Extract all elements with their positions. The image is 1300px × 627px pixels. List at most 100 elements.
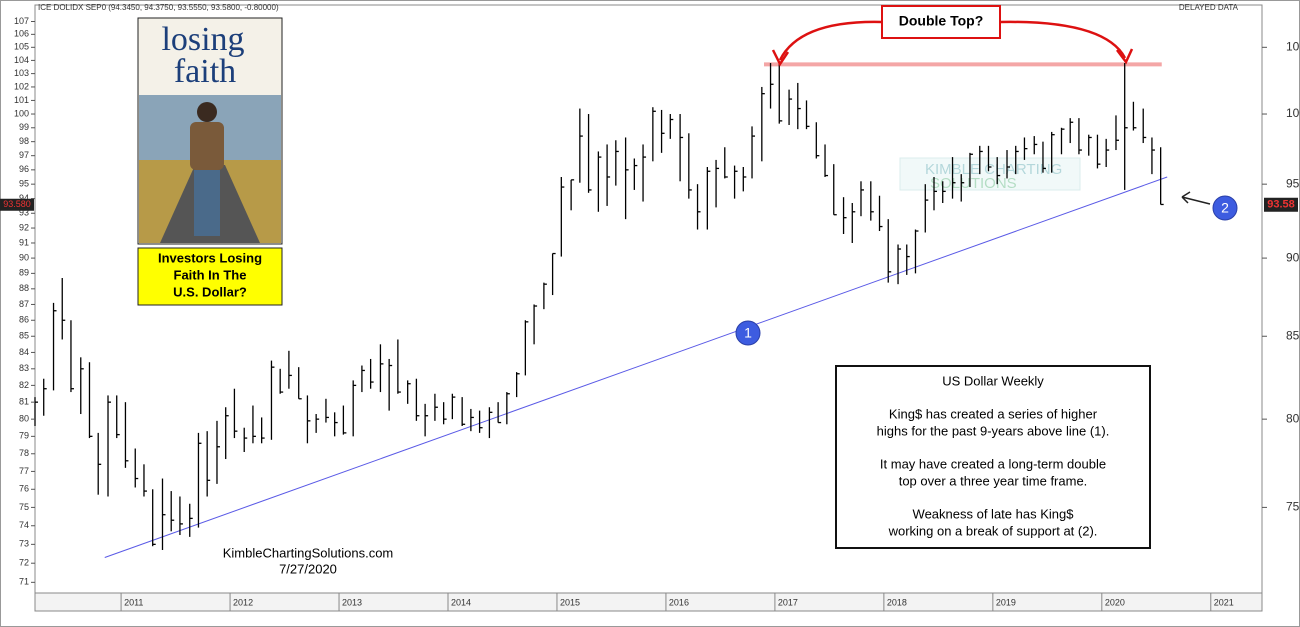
book-title: faith xyxy=(174,53,236,90)
figure-legs xyxy=(194,170,220,236)
text-box xyxy=(835,365,1151,549)
x-tick-label: 2016 xyxy=(669,597,689,607)
y2-tick-label: 86 xyxy=(19,315,29,325)
y2-tick-label: 72 xyxy=(19,558,29,568)
y2-tick-label: 74 xyxy=(19,520,29,530)
site: KimbleChartingSolutions.com xyxy=(223,545,394,560)
callout-box xyxy=(881,5,1001,39)
y2-tick-label: 76 xyxy=(19,484,29,494)
x-tick-label: 2017 xyxy=(778,597,798,607)
y2-tick-label: 93 xyxy=(19,208,29,218)
figure-head xyxy=(197,102,217,122)
watermark: KIMBLE CHARTING SOLUTIONS xyxy=(899,157,1081,192)
y2-tick-label: 81 xyxy=(19,397,29,407)
marker-arrow xyxy=(1181,191,1211,205)
x-tick-label: 2019 xyxy=(996,597,1016,607)
callout-arrow xyxy=(999,20,1127,59)
x-axis-bar xyxy=(34,592,1263,612)
last-tag xyxy=(0,198,34,211)
y2-tick-label: 98 xyxy=(19,136,29,146)
y2-tick-label: 87 xyxy=(19,299,29,309)
y2-tick-label: 82 xyxy=(19,380,29,390)
box-line: It may have created a long-term double xyxy=(880,456,1106,471)
marker-label: 1 xyxy=(744,325,752,341)
y2-tick-label: 94 xyxy=(19,193,29,203)
y2-tick-label: 97 xyxy=(19,150,29,160)
x-tick-label: 2014 xyxy=(451,597,471,607)
marker-label: 2 xyxy=(1221,200,1229,216)
y-tick-label: 85 xyxy=(1286,328,1300,342)
x-tick-label: 2011 xyxy=(124,597,143,607)
x-tick-label: 2020 xyxy=(1105,597,1125,607)
y2-tick-label: 104 xyxy=(14,55,29,65)
book-cover: losing faith xyxy=(137,17,283,245)
y2-tick-label: 75 xyxy=(19,502,29,512)
box-line: working on a break of support at (2). xyxy=(888,523,1098,538)
y2-tick-label: 79 xyxy=(19,431,29,441)
box-title: US Dollar Weekly xyxy=(942,373,1044,388)
callout-text: Double Top? xyxy=(899,13,984,29)
caption-line: Faith In The xyxy=(174,267,247,282)
y2-tick-label: 83 xyxy=(19,363,29,373)
y-tick-label: 100 xyxy=(1286,106,1300,120)
x-tick-label: 2013 xyxy=(342,597,362,607)
y-tick-label: 75 xyxy=(1286,500,1300,514)
box-line: top over a three year time frame. xyxy=(899,473,1088,488)
arrow-head xyxy=(771,49,790,67)
watermark-box xyxy=(899,157,1081,191)
marks xyxy=(34,62,1168,558)
date: 7/27/2020 xyxy=(279,561,337,576)
y2-tick-label: 105 xyxy=(14,42,29,52)
y2-tick-label: 80 xyxy=(19,414,29,424)
figure-body xyxy=(190,122,224,170)
caption-box xyxy=(137,247,283,306)
y2-tick-label: 107 xyxy=(14,16,29,26)
y-tick-label: 90 xyxy=(1286,250,1300,264)
box-line: King$ has created a series of higher xyxy=(889,406,1098,421)
y2-tick-label: 95 xyxy=(19,179,29,189)
x-tick-label: 2021 xyxy=(1214,597,1234,607)
y2-tick-label: 89 xyxy=(19,268,29,278)
book-title: losing xyxy=(161,21,244,58)
caption-line: Investors Losing xyxy=(158,250,262,265)
marker xyxy=(1212,195,1238,221)
y2-tick-label: 106 xyxy=(14,29,29,39)
x-tick-label: 2015 xyxy=(560,597,580,607)
y2-tick-label: 96 xyxy=(19,164,29,174)
callout-arrow xyxy=(778,20,883,61)
last-tag xyxy=(1264,197,1298,212)
y-tick-label: 80 xyxy=(1286,411,1300,425)
header: ICE DOLIDX SEP0 (94.3450, 94.3750, 93.55… xyxy=(38,3,279,12)
y2-tick-label: 103 xyxy=(14,68,29,78)
y2-tick-label: 71 xyxy=(19,577,29,587)
box-line: Weakness of late has King$ xyxy=(913,506,1075,521)
y2-tick-label: 73 xyxy=(19,539,29,549)
marker xyxy=(735,320,761,346)
support-line xyxy=(104,176,1168,558)
y2-tick-label: 85 xyxy=(19,331,29,341)
y2-tick-label: 99 xyxy=(19,122,29,132)
x-tick-label: 2012 xyxy=(233,597,253,607)
y2-tick-label: 88 xyxy=(19,283,29,293)
last-label: 93.58 xyxy=(1267,199,1295,211)
watermark-line: KIMBLE CHARTING xyxy=(925,161,1062,178)
y2-tick-label: 100 xyxy=(14,108,29,118)
y2-tick-label: 84 xyxy=(19,347,29,357)
y2-tick-label: 92 xyxy=(19,222,29,232)
y2-tick-label: 90 xyxy=(19,252,29,262)
x-tick-label: 2018 xyxy=(887,597,907,607)
arrow-head xyxy=(1116,48,1134,65)
y-tick-label: 105 xyxy=(1286,39,1300,53)
caption-line: U.S. Dollar? xyxy=(173,284,247,299)
status: DELAYED DATA xyxy=(1179,3,1239,12)
last-label: 93.580 xyxy=(3,199,31,209)
y2-tick-label: 101 xyxy=(14,95,29,105)
watermark-line: SOLUTIONS xyxy=(930,175,1017,192)
y2-tick-label: 102 xyxy=(14,81,29,91)
y-tick-label: 95 xyxy=(1286,176,1300,190)
y2-tick-label: 91 xyxy=(19,237,29,247)
y2-tick-label: 77 xyxy=(19,466,29,476)
box-line: highs for the past 9-years above line (1… xyxy=(877,423,1110,438)
y2-tick-label: 78 xyxy=(19,448,29,458)
